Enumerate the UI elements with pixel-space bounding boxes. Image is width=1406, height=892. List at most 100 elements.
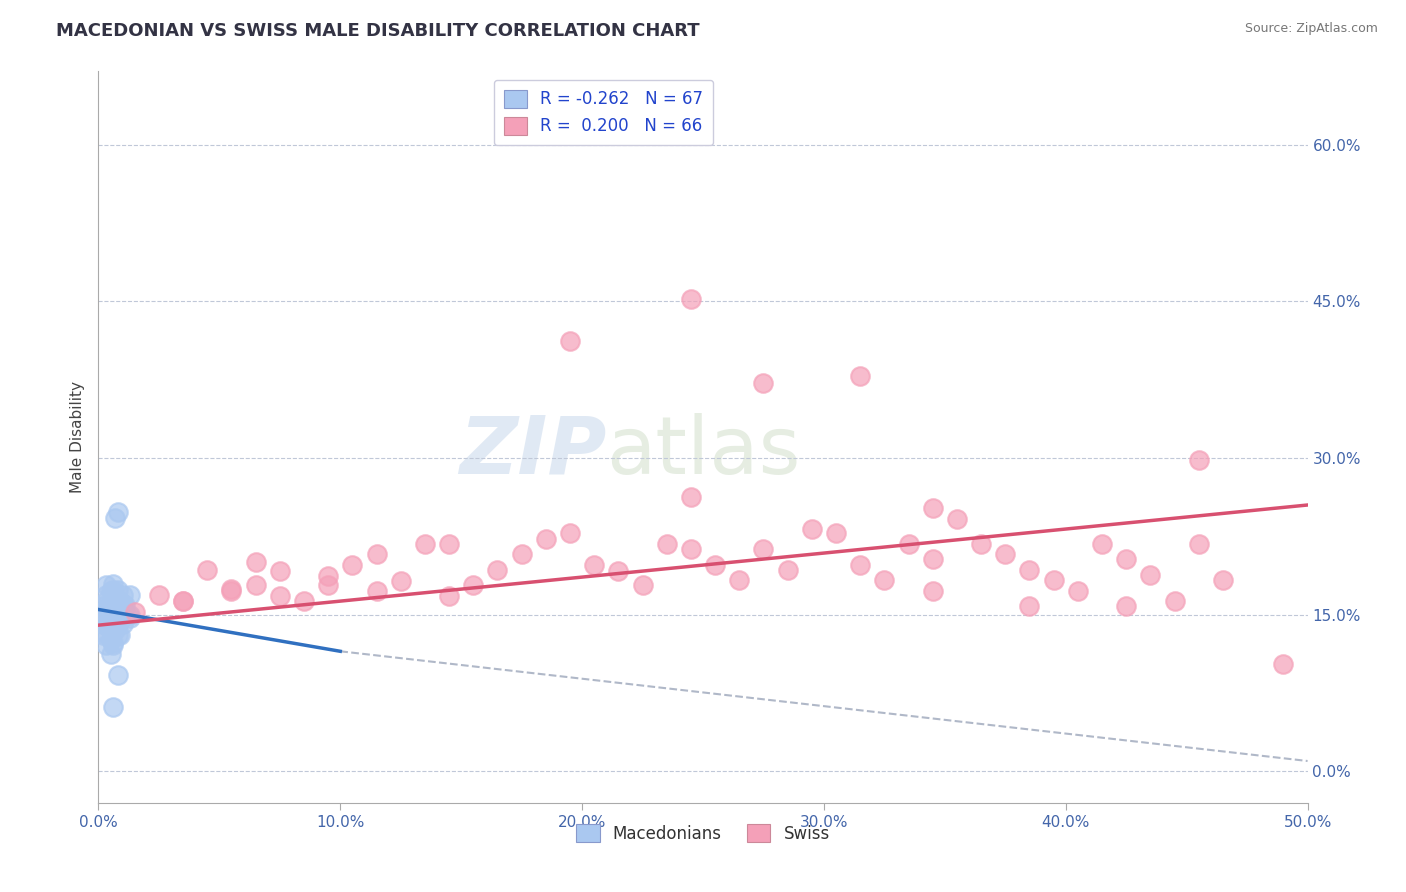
Point: [104, 616, 127, 631]
Point: [897, 536, 920, 550]
Point: [101, 595, 124, 609]
Point: [921, 583, 943, 598]
Point: [107, 668, 129, 682]
Point: [100, 607, 122, 622]
Text: Source: ZipAtlas.com: Source: ZipAtlas.com: [1244, 22, 1378, 36]
Point: [195, 563, 218, 577]
Point: [292, 594, 315, 608]
Point: [607, 564, 630, 578]
Point: [631, 578, 654, 592]
Point: [118, 588, 141, 602]
Point: [101, 699, 124, 714]
Point: [679, 490, 702, 504]
Point: [107, 627, 129, 641]
Point: [245, 556, 267, 570]
Point: [1115, 599, 1137, 614]
Point: [558, 334, 581, 348]
Point: [534, 533, 557, 547]
Point: [100, 597, 122, 611]
Point: [1091, 536, 1114, 550]
Point: [825, 526, 848, 541]
Point: [111, 617, 134, 632]
Point: [97, 620, 120, 634]
Point: [437, 536, 460, 550]
Point: [1188, 453, 1211, 467]
Point: [1212, 573, 1234, 587]
Point: [104, 605, 127, 619]
Point: [849, 369, 872, 384]
Point: [849, 558, 872, 572]
Point: [101, 638, 124, 652]
Point: [111, 603, 134, 617]
Point: [269, 589, 291, 603]
Point: [94, 613, 117, 627]
Point: [679, 541, 702, 556]
Point: [100, 632, 122, 647]
Point: [107, 605, 129, 619]
Point: [107, 599, 129, 613]
Point: [752, 541, 775, 556]
Point: [108, 612, 131, 626]
Point: [94, 626, 117, 640]
Point: [1067, 583, 1090, 598]
Point: [100, 620, 122, 634]
Point: [1188, 536, 1211, 550]
Point: [107, 582, 129, 597]
Point: [94, 602, 117, 616]
Point: [97, 600, 120, 615]
Point: [172, 594, 194, 608]
Point: [1272, 657, 1295, 671]
Point: [316, 569, 339, 583]
Point: [100, 602, 122, 616]
Point: [101, 636, 124, 650]
Text: atlas: atlas: [606, 413, 800, 491]
Point: [389, 574, 412, 589]
Point: [107, 609, 129, 624]
Point: [921, 552, 943, 566]
Point: [245, 578, 267, 592]
Point: [94, 638, 117, 652]
Point: [118, 611, 141, 625]
Point: [104, 624, 127, 638]
Point: [1018, 599, 1040, 614]
Point: [873, 573, 896, 587]
Point: [437, 589, 460, 603]
Point: [342, 558, 364, 572]
Point: [108, 594, 131, 608]
Point: [946, 511, 969, 525]
Point: [91, 627, 114, 641]
Point: [1042, 573, 1064, 587]
Point: [118, 607, 141, 622]
Point: [510, 108, 533, 122]
Point: [104, 590, 127, 604]
Point: [107, 616, 129, 631]
Point: [510, 547, 533, 561]
Point: [463, 578, 485, 592]
Point: [124, 605, 146, 619]
Point: [366, 583, 388, 598]
Point: [114, 605, 136, 619]
Point: [107, 617, 129, 632]
Point: [366, 547, 388, 561]
Point: [108, 627, 131, 641]
Point: [1163, 594, 1185, 608]
Point: [114, 608, 136, 623]
Point: [970, 536, 993, 550]
Point: [91, 617, 114, 632]
Point: [100, 613, 122, 627]
Point: [269, 564, 291, 578]
Point: [679, 292, 702, 306]
Point: [1139, 568, 1161, 582]
Point: [1115, 552, 1137, 566]
Point: [108, 607, 131, 622]
Point: [704, 558, 727, 572]
Point: [91, 613, 114, 627]
Point: [101, 577, 124, 591]
Legend: Macedonians, Swiss: Macedonians, Swiss: [569, 817, 837, 849]
Point: [94, 617, 117, 632]
Y-axis label: Male Disability: Male Disability: [70, 381, 86, 493]
Point: [994, 547, 1017, 561]
Point: [107, 614, 129, 628]
Point: [800, 522, 823, 536]
Point: [100, 583, 122, 598]
